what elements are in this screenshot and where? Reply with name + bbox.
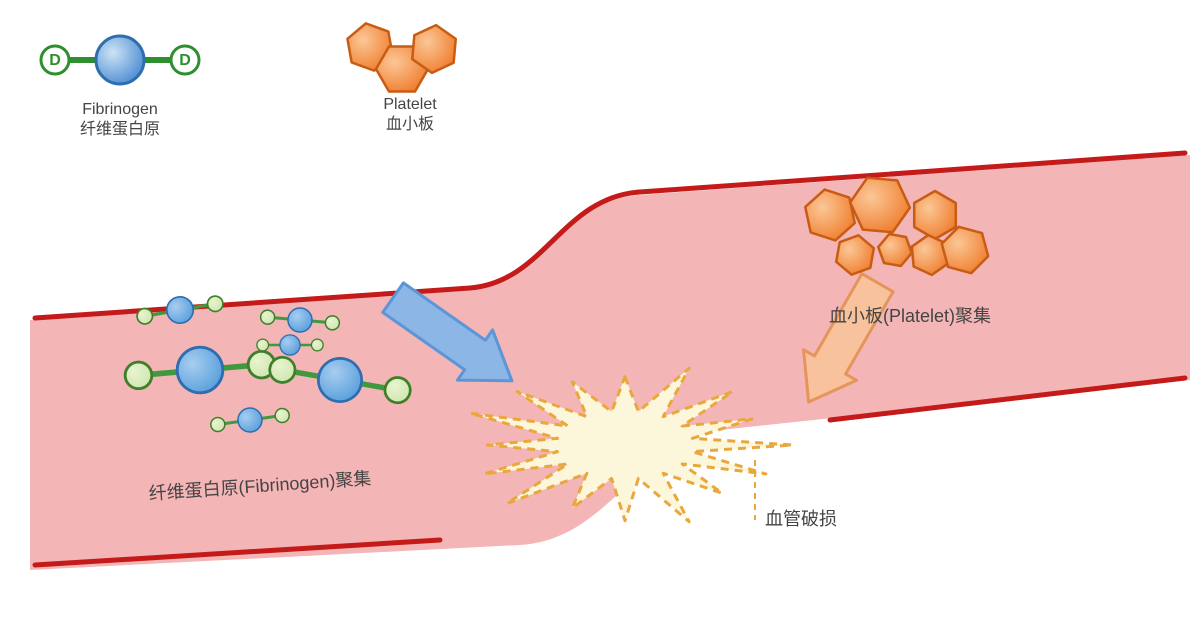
legend-fibrinogen-en: Fibrinogen [82, 101, 158, 118]
platelet-cell-2 [914, 191, 956, 239]
svg-text:D: D [179, 52, 191, 69]
diagram-stage: DD Fibrinogen 纤维蛋白原 Platelet 血小板 纤维蛋白原(F… [0, 0, 1200, 618]
platelet-cluster-label: 血小板(Platelet)聚集 [780, 305, 1040, 328]
legend-platelet-zh: 血小板 [386, 116, 434, 133]
legend-fibrinogen-icon: DD [41, 36, 199, 84]
legend-platelet-en: Platelet [383, 96, 436, 113]
legend-platelet-icon [347, 23, 455, 91]
legend-platelet-label: Platelet 血小板 [340, 95, 480, 135]
wound-label: 血管破损 [765, 508, 885, 531]
legend-fibrinogen-label: Fibrinogen 纤维蛋白原 [40, 100, 200, 140]
legend-fibrinogen-zh: 纤维蛋白原 [80, 121, 160, 138]
svg-text:D: D [49, 52, 61, 69]
